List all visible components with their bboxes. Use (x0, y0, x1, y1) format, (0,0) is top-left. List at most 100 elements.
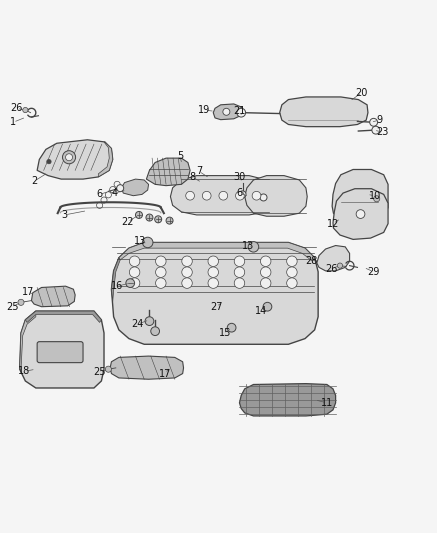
Text: 27: 27 (210, 302, 222, 312)
Text: 26: 26 (10, 103, 23, 114)
Circle shape (166, 217, 173, 224)
Circle shape (126, 279, 135, 287)
Circle shape (248, 241, 259, 252)
Text: 2: 2 (31, 176, 37, 187)
Polygon shape (111, 243, 318, 344)
Circle shape (23, 108, 28, 112)
Circle shape (219, 191, 228, 200)
Circle shape (252, 191, 261, 200)
Circle shape (62, 151, 76, 164)
Text: 14: 14 (255, 306, 267, 316)
Text: 4: 4 (111, 188, 118, 198)
Circle shape (230, 326, 233, 329)
Circle shape (263, 302, 272, 311)
Circle shape (182, 267, 192, 277)
Circle shape (287, 256, 297, 266)
Circle shape (129, 256, 140, 266)
Circle shape (236, 191, 244, 200)
Circle shape (370, 118, 378, 126)
Circle shape (260, 194, 267, 201)
Circle shape (239, 191, 246, 198)
Circle shape (337, 263, 343, 268)
Polygon shape (333, 189, 388, 239)
Text: 16: 16 (111, 281, 123, 291)
Circle shape (129, 278, 140, 288)
Circle shape (155, 216, 162, 223)
Polygon shape (332, 169, 388, 224)
Text: 5: 5 (177, 151, 183, 161)
Text: 17: 17 (159, 368, 171, 378)
Polygon shape (245, 175, 307, 216)
Text: 13: 13 (134, 236, 146, 246)
Circle shape (151, 327, 160, 336)
Polygon shape (280, 97, 368, 127)
Circle shape (129, 267, 140, 277)
Circle shape (135, 212, 142, 219)
Circle shape (202, 191, 211, 200)
Circle shape (142, 237, 153, 248)
Text: 6: 6 (236, 188, 243, 198)
Text: 30: 30 (233, 172, 246, 182)
Circle shape (66, 154, 73, 161)
Text: 17: 17 (22, 287, 35, 297)
Circle shape (372, 126, 380, 134)
Text: 22: 22 (121, 217, 134, 227)
Polygon shape (20, 311, 36, 370)
Circle shape (260, 278, 271, 288)
Circle shape (156, 278, 166, 288)
Circle shape (227, 324, 236, 332)
Circle shape (208, 256, 218, 266)
Circle shape (287, 267, 297, 277)
Text: 11: 11 (321, 398, 333, 408)
Circle shape (208, 267, 218, 277)
Text: 25: 25 (6, 302, 18, 312)
Polygon shape (110, 356, 184, 379)
Circle shape (356, 209, 365, 219)
Text: 10: 10 (369, 191, 381, 201)
Text: 25: 25 (94, 367, 106, 377)
Circle shape (234, 256, 245, 266)
Polygon shape (31, 286, 75, 306)
Text: 6: 6 (97, 189, 103, 199)
Circle shape (182, 256, 192, 266)
Circle shape (182, 278, 192, 288)
Text: 1: 1 (10, 117, 16, 127)
Polygon shape (239, 384, 336, 416)
Text: 26: 26 (325, 264, 337, 273)
Polygon shape (170, 175, 277, 215)
Text: 19: 19 (198, 105, 211, 115)
Polygon shape (37, 140, 113, 179)
Text: 28: 28 (305, 256, 317, 266)
Text: 21: 21 (233, 107, 246, 116)
Circle shape (287, 278, 297, 288)
Circle shape (208, 278, 218, 288)
Text: 12: 12 (327, 219, 339, 229)
Polygon shape (317, 246, 350, 271)
Text: 9: 9 (376, 115, 382, 125)
Circle shape (146, 214, 153, 221)
Circle shape (234, 267, 245, 277)
Circle shape (260, 267, 271, 277)
Text: 18: 18 (18, 366, 30, 376)
Circle shape (260, 256, 271, 266)
Polygon shape (20, 311, 104, 388)
Text: 13: 13 (242, 240, 254, 251)
Circle shape (186, 191, 194, 200)
Text: 3: 3 (62, 210, 68, 220)
Text: 24: 24 (132, 319, 144, 329)
Text: 29: 29 (368, 266, 380, 277)
Circle shape (237, 108, 246, 117)
Polygon shape (119, 243, 315, 261)
Circle shape (223, 108, 230, 115)
Circle shape (145, 317, 154, 326)
Circle shape (47, 159, 51, 164)
Text: 20: 20 (356, 87, 368, 98)
Circle shape (234, 278, 245, 288)
Text: 7: 7 (196, 166, 202, 176)
Polygon shape (111, 258, 120, 302)
Text: 15: 15 (219, 328, 231, 338)
Polygon shape (98, 142, 113, 177)
Circle shape (156, 267, 166, 277)
Circle shape (105, 366, 111, 372)
Polygon shape (121, 179, 149, 196)
